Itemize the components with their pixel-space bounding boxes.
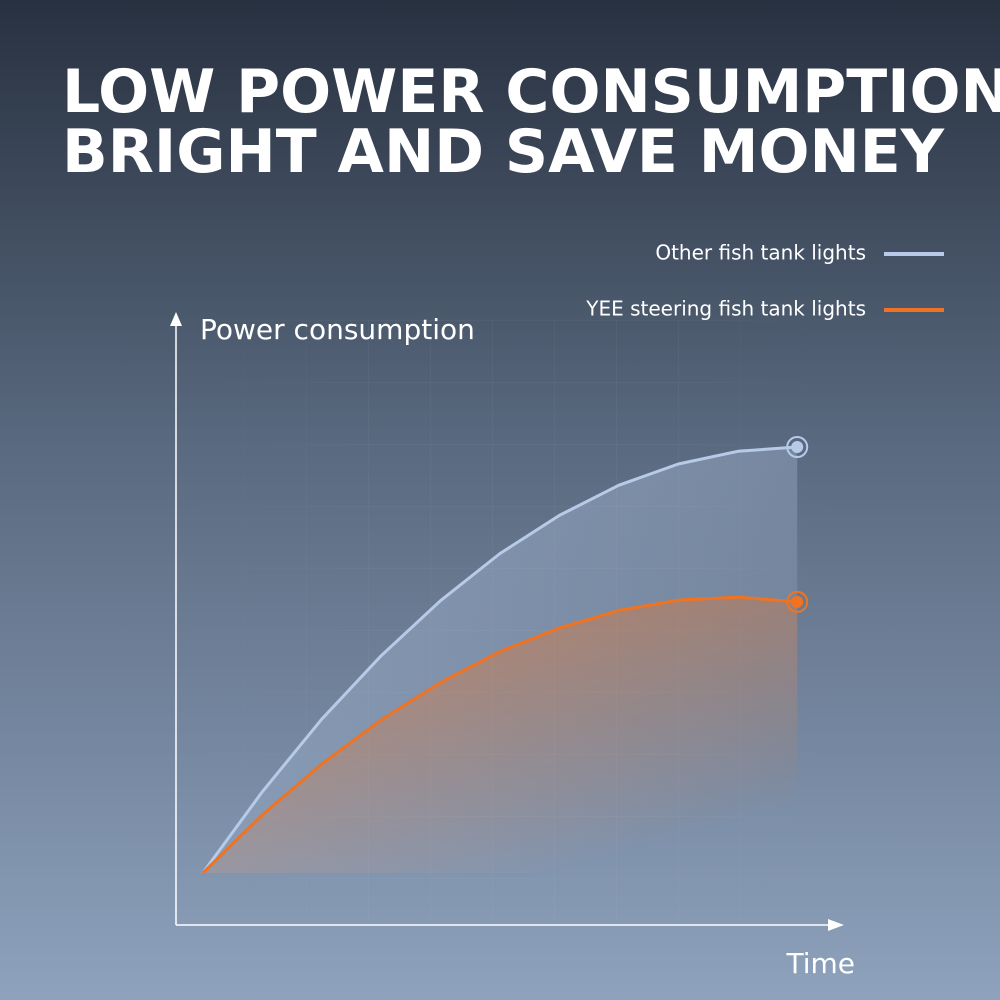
title-line: LOW POWER CONSUMPTION [62, 57, 1000, 127]
x-axis-label: Time [785, 947, 855, 980]
legend-label: Other fish tank lights [655, 241, 866, 265]
x-axis-arrow [828, 919, 844, 931]
end-point [791, 595, 804, 608]
title-line: BRIGHT AND SAVE MONEY [62, 117, 946, 187]
end-point [791, 441, 804, 454]
series-line [201, 595, 798, 875]
y-axis-arrow [170, 312, 182, 326]
end-point-ring [786, 590, 809, 613]
end-point-ring [786, 436, 809, 459]
legend-label: YEE steering fish tank lights [585, 297, 866, 321]
series-line [201, 445, 798, 874]
y-axis-label: Power consumption [200, 313, 475, 346]
plot [201, 436, 809, 875]
series-area [202, 597, 798, 873]
